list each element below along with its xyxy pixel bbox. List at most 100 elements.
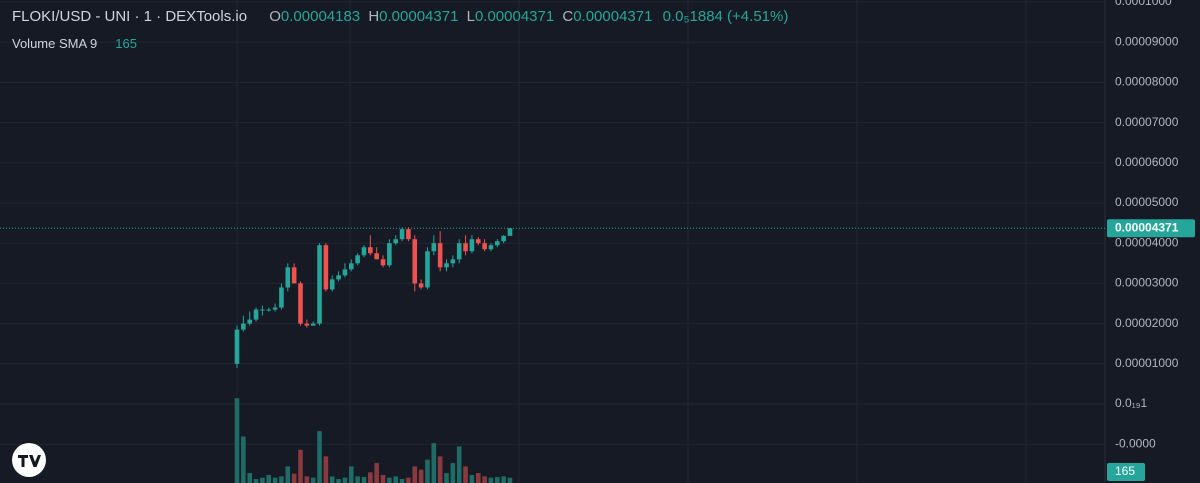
volume-bar <box>393 476 399 483</box>
volume-bar <box>374 463 379 483</box>
candle-body <box>298 283 303 324</box>
candle-body <box>488 245 494 250</box>
sma-tag: 165 <box>1115 464 1135 478</box>
sma-tag-box <box>1107 463 1145 482</box>
low-value: 0.00004371 <box>474 8 555 25</box>
volume-bar <box>488 477 494 483</box>
y-tick-label: 0.00003000 <box>1115 276 1179 290</box>
volume-bar <box>234 398 240 483</box>
candle-body <box>272 307 278 310</box>
volume-bar <box>279 476 284 483</box>
y-tick-label: 0.00002000 <box>1115 316 1179 330</box>
volume-bar <box>412 466 418 483</box>
candle-body <box>348 263 354 270</box>
candle-body <box>266 309 272 311</box>
price-tag-box <box>1107 219 1195 238</box>
volume-bar <box>285 466 291 483</box>
candle-body <box>323 245 329 290</box>
volume-bar <box>329 476 335 483</box>
candle-body <box>260 309 265 311</box>
y-tick-label: -0.0000 <box>1115 436 1156 450</box>
change-value: 0.0₅1884 (+4.51%) <box>662 8 789 25</box>
volume-bar <box>482 476 487 483</box>
volume-bar <box>463 466 468 483</box>
volume-bar <box>437 456 443 483</box>
candle-body <box>412 239 418 284</box>
volume-bar <box>304 476 310 483</box>
y-tick-label: 0.00004000 <box>1115 235 1179 249</box>
logo-circle[interactable] <box>12 443 46 477</box>
volume-bar <box>387 477 392 483</box>
candle-body <box>495 241 500 246</box>
volume-bar <box>291 473 297 483</box>
open-label: O <box>269 8 281 25</box>
volume-bar <box>475 473 481 483</box>
candle-body <box>368 247 373 254</box>
volume-bar <box>247 473 252 483</box>
y-tick-label: 0.00001000 <box>1115 356 1179 370</box>
volume-bar <box>444 473 449 483</box>
volume-bar <box>272 477 278 483</box>
volume-bar <box>368 472 373 483</box>
candle-body <box>406 229 411 240</box>
candle-body <box>342 269 348 276</box>
volume-bar <box>342 477 348 483</box>
candle-body <box>361 247 367 256</box>
volume-bar <box>425 459 430 483</box>
volume-bar <box>406 477 411 483</box>
y-tick-label: 0.00006000 <box>1115 155 1179 169</box>
indicator-name: Volume SMA 9 <box>12 36 98 51</box>
candle-body <box>336 275 341 280</box>
candle-body <box>469 239 475 252</box>
volume-bar <box>241 436 246 483</box>
candle-body <box>355 255 360 264</box>
candle-body <box>380 259 386 266</box>
vertical-grid <box>236 0 1027 483</box>
high-value: 0.00004371 <box>379 8 459 25</box>
logo-mark[interactable] <box>18 455 41 467</box>
candle-body <box>431 243 437 252</box>
candle-body <box>310 323 316 326</box>
y-tick-label: 0.0₁₉1 <box>1115 396 1147 410</box>
high-label: H <box>368 8 380 25</box>
candle-body <box>291 267 297 284</box>
candle-body <box>393 239 399 244</box>
open-value: 0.00004183 <box>280 8 361 25</box>
volume-bar <box>418 469 424 483</box>
candle-body <box>329 279 335 290</box>
tv-logo[interactable] <box>12 443 46 477</box>
volume-bar <box>317 431 322 483</box>
volume-bar <box>348 466 354 483</box>
volume-bar <box>501 476 506 483</box>
volume-bar <box>456 446 462 483</box>
candle-body <box>399 229 405 240</box>
candle-body <box>444 263 449 268</box>
candle-body <box>437 243 443 268</box>
volume-bar <box>253 479 259 483</box>
volume-bar <box>355 476 360 483</box>
y-tick-label: 0.00008000 <box>1115 75 1179 89</box>
candle-body <box>501 235 506 242</box>
candle-body <box>279 287 284 308</box>
candle-body <box>418 283 424 288</box>
indicator-legend: Volume SMA 9 165 <box>12 36 137 51</box>
candle-body <box>482 243 487 250</box>
volume-bar <box>399 479 405 483</box>
candle-body <box>234 329 240 364</box>
low-label: L <box>466 8 475 25</box>
candle-body <box>387 243 392 266</box>
volume-bar <box>469 475 475 483</box>
y-tick-label: 0.00009000 <box>1115 34 1179 48</box>
volume-bar <box>336 479 341 483</box>
candle-body <box>253 309 259 320</box>
volume-bar <box>380 475 386 483</box>
volume-bar <box>266 475 272 483</box>
candle-body <box>317 245 322 324</box>
volume-bar <box>495 477 500 483</box>
volume-bar <box>298 449 303 483</box>
y-tick-label: 0.00007000 <box>1115 115 1179 129</box>
y-tick-label: 0.0001000 <box>1115 0 1172 8</box>
close-label: C <box>562 8 574 25</box>
